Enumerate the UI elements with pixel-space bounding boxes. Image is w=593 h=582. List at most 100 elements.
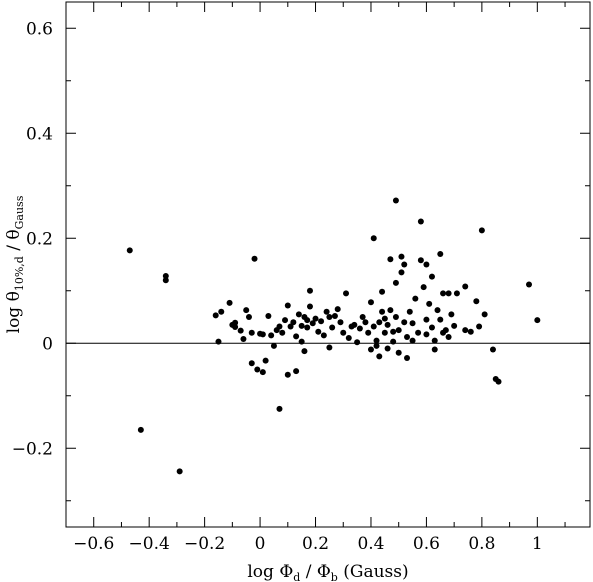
data-point bbox=[254, 366, 261, 373]
data-point bbox=[370, 323, 377, 330]
data-point bbox=[398, 253, 405, 260]
data-point bbox=[445, 290, 452, 297]
data-point bbox=[428, 273, 435, 280]
data-point bbox=[376, 353, 383, 360]
data-point bbox=[495, 378, 502, 385]
data-point bbox=[462, 327, 469, 334]
data-point bbox=[320, 332, 327, 339]
data-point bbox=[298, 338, 305, 345]
data-point bbox=[481, 311, 488, 318]
data-point bbox=[431, 337, 438, 344]
data-point bbox=[251, 255, 258, 262]
data-point bbox=[334, 306, 341, 313]
data-point bbox=[442, 327, 449, 334]
data-point bbox=[282, 317, 289, 324]
data-point bbox=[331, 312, 338, 319]
data-point bbox=[304, 324, 311, 331]
data-point bbox=[212, 312, 219, 319]
data-point bbox=[315, 328, 322, 335]
data-point bbox=[387, 256, 394, 263]
data-point bbox=[412, 295, 419, 302]
data-point bbox=[373, 342, 380, 349]
y-tick-label: 0.4 bbox=[26, 124, 53, 144]
data-point bbox=[417, 257, 424, 264]
data-point bbox=[423, 331, 430, 338]
data-point bbox=[453, 290, 460, 297]
data-point bbox=[126, 247, 133, 254]
data-point bbox=[362, 319, 369, 326]
data-point bbox=[437, 251, 444, 257]
data-point bbox=[426, 300, 433, 307]
data-point bbox=[326, 344, 333, 351]
data-point bbox=[476, 323, 483, 330]
data-point bbox=[398, 269, 405, 276]
x-tick-label: −0.6 bbox=[73, 534, 114, 554]
data-point bbox=[323, 308, 330, 315]
data-point bbox=[162, 273, 169, 280]
data-point bbox=[467, 328, 474, 335]
data-point bbox=[478, 227, 485, 234]
data-point bbox=[270, 342, 277, 349]
data-point bbox=[387, 307, 394, 314]
data-point bbox=[248, 360, 255, 367]
data-point bbox=[401, 261, 408, 268]
data-point bbox=[276, 323, 283, 330]
data-point bbox=[304, 317, 311, 324]
data-point bbox=[384, 345, 391, 352]
x-tick-label: 0.8 bbox=[468, 534, 495, 554]
y-ticks: −0.2 0 0.2 0.4 0.6 bbox=[12, 19, 590, 502]
y-tick-label: 0 bbox=[42, 334, 53, 354]
data-point bbox=[417, 218, 424, 225]
data-point bbox=[259, 331, 266, 338]
data-point bbox=[345, 335, 352, 341]
data-point bbox=[420, 284, 427, 291]
data-point bbox=[392, 197, 399, 204]
data-point bbox=[445, 333, 452, 340]
data-point bbox=[237, 327, 244, 334]
x-axis-label: log Φd / Φb (Gauss) bbox=[247, 562, 408, 582]
data-point bbox=[395, 327, 402, 334]
y-tick-label: −0.2 bbox=[12, 439, 53, 459]
data-point bbox=[437, 316, 444, 323]
data-point bbox=[343, 290, 350, 297]
data-point bbox=[306, 303, 313, 310]
data-point bbox=[526, 281, 533, 288]
data-point bbox=[232, 319, 239, 326]
data-point bbox=[451, 322, 458, 329]
data-point bbox=[284, 302, 291, 309]
data-point bbox=[293, 368, 300, 375]
data-point bbox=[473, 298, 480, 305]
data-point bbox=[431, 346, 438, 353]
y-tick-label: 0.2 bbox=[26, 229, 53, 249]
data-point bbox=[392, 279, 399, 286]
data-point bbox=[312, 315, 319, 322]
data-point bbox=[354, 339, 361, 346]
data-point bbox=[309, 320, 316, 327]
data-point bbox=[162, 277, 169, 284]
data-point bbox=[298, 322, 305, 329]
data-point bbox=[534, 317, 541, 324]
data-point bbox=[379, 308, 386, 315]
data-point bbox=[279, 329, 286, 336]
x-tick-label: −0.4 bbox=[129, 534, 170, 554]
data-point bbox=[295, 311, 302, 318]
data-point bbox=[318, 318, 325, 325]
data-point bbox=[276, 405, 283, 412]
data-point bbox=[351, 321, 358, 328]
data-point bbox=[259, 369, 266, 376]
data-point bbox=[381, 315, 388, 322]
x-ticks: −0.6 −0.4 −0.2 0 0.2 0.4 0.6 0.8 1 bbox=[65, 2, 566, 554]
data-point bbox=[404, 333, 411, 340]
data-point bbox=[284, 371, 291, 378]
data-point bbox=[329, 324, 336, 331]
x-tick-label: 0.2 bbox=[302, 534, 329, 554]
data-point bbox=[428, 324, 435, 331]
data-point bbox=[290, 319, 297, 326]
data-point bbox=[373, 337, 380, 344]
y-axis-label: log θ10%,d / θGauss bbox=[4, 195, 26, 333]
data-point bbox=[367, 299, 374, 306]
data-point bbox=[301, 348, 308, 355]
data-point bbox=[137, 426, 144, 433]
data-point bbox=[392, 314, 399, 320]
data-point bbox=[268, 332, 275, 339]
